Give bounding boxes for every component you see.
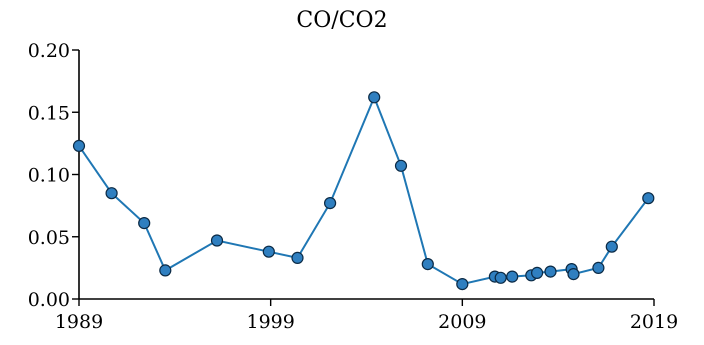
axes xyxy=(78,50,654,300)
data-point xyxy=(530,266,544,279)
data-point xyxy=(138,217,151,230)
y-tick-label: 0.20 xyxy=(28,40,70,62)
data-point xyxy=(324,197,337,210)
data-point xyxy=(494,271,507,284)
data-point xyxy=(544,265,557,278)
data-point xyxy=(642,192,655,205)
data-point xyxy=(567,268,580,281)
series-line xyxy=(78,94,650,286)
data-point xyxy=(72,139,86,152)
chart-title: CO/CO2 xyxy=(296,8,387,33)
data-point xyxy=(394,159,408,172)
data-point xyxy=(605,240,618,253)
ticks: 1989 1999 2009 2019 0.00 0.05 0.10 0.15 0.20 xyxy=(28,40,678,333)
y-tick-label: 0.05 xyxy=(28,227,70,249)
y-tick-label: 0.10 xyxy=(28,165,70,187)
x-tick-label: 2019 xyxy=(630,311,678,333)
data-point xyxy=(592,261,605,274)
x-tick-label: 1999 xyxy=(246,311,294,333)
data-point xyxy=(291,251,304,264)
data-point xyxy=(456,278,469,291)
data-point xyxy=(105,187,118,200)
data-point xyxy=(506,270,519,283)
series-group xyxy=(72,91,655,291)
x-tick-label: 1989 xyxy=(55,311,103,333)
x-tick-label: 2009 xyxy=(438,311,486,333)
data-point xyxy=(421,258,434,271)
y-tick-label: 0.15 xyxy=(28,102,70,124)
data-point xyxy=(159,264,172,277)
data-point xyxy=(262,245,275,258)
data-point xyxy=(210,234,224,247)
data-point xyxy=(368,91,381,104)
y-tick-label: 0.00 xyxy=(28,289,70,311)
